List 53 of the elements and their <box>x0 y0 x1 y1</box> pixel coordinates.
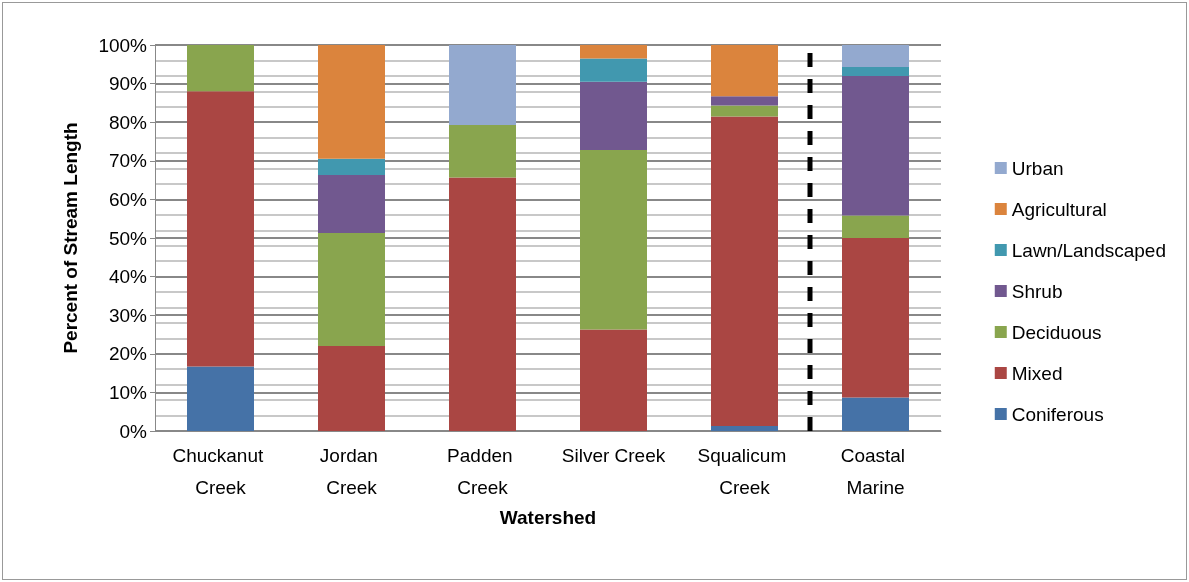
bar <box>842 397 909 431</box>
y-tick-label: 70% <box>108 150 148 172</box>
bar <box>580 149 647 330</box>
y-tick-label: 40% <box>108 266 148 288</box>
legend-label: Shrub <box>1011 280 1063 302</box>
x-tick-label: Silver Creek <box>561 444 666 466</box>
x-tick-label: Squalicum Creek <box>697 444 792 498</box>
y-tick-label: 60% <box>108 188 148 210</box>
y-tick-label: 0% <box>119 420 148 442</box>
bar <box>842 75 909 216</box>
x-axis-title: Watershed <box>499 506 597 528</box>
bar <box>449 177 516 431</box>
x-tick-label: Chuckanut Creek <box>172 444 269 498</box>
bar <box>318 232 385 347</box>
bar <box>318 45 385 159</box>
bar <box>449 45 516 125</box>
legend-label: Urban <box>1011 157 1064 179</box>
x-tick-label: Padden Creek <box>447 444 518 498</box>
legend-label: Deciduous <box>1011 321 1102 343</box>
bar <box>842 67 909 76</box>
bar <box>711 45 778 97</box>
bar <box>187 366 254 431</box>
bar <box>318 158 385 176</box>
legend-label: Coniferous <box>1011 403 1104 425</box>
legend-label: Lawn/Landscaped <box>1011 239 1167 261</box>
bar <box>318 175 385 233</box>
x-tick-label: Jordan Creek <box>319 444 384 498</box>
y-tick-label: 80% <box>108 111 148 133</box>
bar <box>580 81 647 150</box>
bar <box>187 45 254 92</box>
bar <box>842 238 909 398</box>
y-tick-label: 100% <box>98 34 148 56</box>
bar <box>711 116 778 426</box>
bar <box>842 215 909 238</box>
y-tick-label: 90% <box>108 73 148 95</box>
x-tick-label: Coastal Marine <box>840 444 911 498</box>
bar <box>187 91 254 367</box>
bar <box>711 425 778 431</box>
bar <box>449 124 516 178</box>
bar <box>711 105 778 117</box>
y-tick-label: 50% <box>108 227 148 249</box>
legend-label: Agricultural <box>1011 198 1107 220</box>
y-tick-label: 10% <box>108 381 148 403</box>
bar <box>842 45 909 67</box>
bar <box>580 45 647 59</box>
bar <box>318 346 385 431</box>
legend-label: Mixed <box>1011 362 1063 384</box>
y-tick-label: 20% <box>108 343 148 365</box>
bar <box>580 58 647 82</box>
bar <box>711 96 778 106</box>
bar <box>580 329 647 431</box>
y-tick-label: 30% <box>108 304 148 326</box>
y-axis-title: Percent of Stream Length <box>60 122 81 354</box>
